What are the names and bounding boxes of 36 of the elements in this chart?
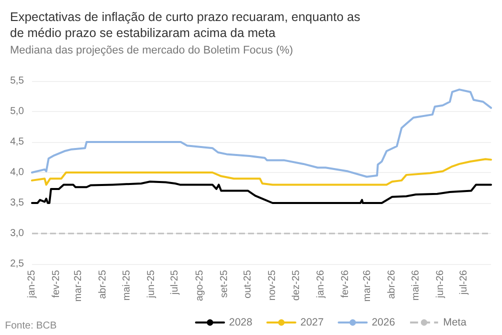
chart-subtitle: Mediana das projeções de mercado do Boletim Focus (%) (10, 44, 294, 56)
y-tick-label: 4,0 (10, 167, 24, 178)
x-tick-label: abr-26 (386, 270, 398, 299)
legend-label: 2028 (229, 316, 253, 328)
legend-label: 2027 (300, 316, 324, 328)
y-tick-label: 3,5 (10, 198, 24, 208)
x-tick-label: dez-25 (290, 270, 302, 301)
x-tick-label: jul-26 (458, 270, 470, 296)
x-tick-label: set-25 (218, 270, 230, 298)
x-tick-label: mai-25 (121, 270, 132, 301)
y-tick-label: 5,0 (10, 106, 24, 117)
x-tick-label: abr-25 (98, 270, 109, 299)
legend-label: Meta (443, 316, 467, 328)
x-tick-label: mar-26 (362, 270, 374, 302)
x-tick-label: fev-26 (340, 270, 351, 298)
x-tick-label: mai-26 (410, 270, 422, 301)
line-series (31, 180, 492, 204)
x-tick-label: jan-26 (315, 270, 326, 299)
x-tick-label: jun-25 (146, 270, 157, 299)
legend-label: 2026 (372, 316, 396, 328)
x-tick-label: nov-25 (267, 270, 278, 301)
x-tick-label: mar-25 (73, 270, 84, 302)
x-tick-label: fev-25 (51, 270, 62, 298)
line-series (31, 88, 492, 178)
y-tick-label: 5,5 (10, 76, 24, 86)
line-series (31, 158, 492, 186)
source-note: Fonte: BCB (5, 320, 58, 332)
x-tick-label: jun-26 (434, 270, 446, 299)
chart-title: Expectativas de inflação de curto prazo recuaram, enquanto as de médio prazo se estabilizaram acima da meta (10, 10, 364, 40)
x-tick-label: jul-25 (170, 270, 181, 296)
x-tick-label: ago-25 (194, 270, 206, 302)
x-tick-label: jan-25 (26, 270, 38, 299)
y-tick-label: 3,0 (10, 228, 24, 239)
y-tick-label: 4,5 (10, 136, 24, 148)
y-tick-label: 2,5 (10, 258, 24, 270)
x-tick-label: out-25 (242, 270, 254, 298)
